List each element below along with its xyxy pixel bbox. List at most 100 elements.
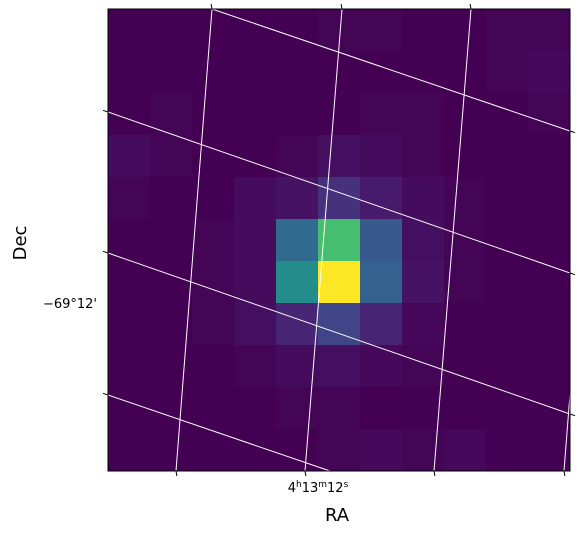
image-pixel <box>276 177 319 220</box>
image-pixel <box>192 387 235 430</box>
image-pixel <box>402 303 445 346</box>
ra-tick <box>563 470 566 477</box>
image-pixel <box>108 303 151 346</box>
image-pixel <box>444 303 487 346</box>
image-pixel <box>528 51 570 94</box>
image-pixel <box>108 261 151 304</box>
ra-tick-label: 4h13m12s <box>288 480 349 496</box>
image-pixel <box>150 303 193 346</box>
image-pixel <box>528 345 570 388</box>
image-pixel <box>234 387 277 430</box>
image-pixel <box>444 387 487 430</box>
image-pixel <box>486 219 529 262</box>
image-pixel <box>402 219 445 262</box>
image-pixel <box>192 177 235 220</box>
image-pixel <box>150 9 193 52</box>
image-pixel <box>276 93 319 136</box>
image-pixel <box>108 219 151 262</box>
y-axis-label: Dec <box>10 226 31 261</box>
image-pixel <box>276 135 319 178</box>
image-pixel <box>150 261 193 304</box>
image-pixels <box>108 9 570 471</box>
image-pixel <box>276 345 319 388</box>
image-pixel <box>360 93 403 136</box>
dec-tick <box>569 272 576 276</box>
image-pixel <box>402 345 445 388</box>
image-pixel <box>276 429 319 471</box>
ra-tick <box>340 3 343 10</box>
image-pixel <box>150 177 193 220</box>
image-pixel <box>360 303 403 346</box>
image-pixel <box>528 429 570 471</box>
image-pixel <box>108 135 151 178</box>
ra-tick <box>304 470 307 477</box>
image-pixel <box>234 345 277 388</box>
dec-grid-line <box>108 394 331 471</box>
image-pixel <box>318 135 361 178</box>
coordinate-grid <box>108 9 570 471</box>
image-pixel <box>444 345 487 388</box>
image-pixel <box>108 51 151 94</box>
image-pixel <box>402 177 445 220</box>
ra-grid-line <box>433 9 472 471</box>
image-pixel <box>360 51 403 94</box>
image-pixel <box>360 429 403 471</box>
image-pixel <box>528 303 570 346</box>
image-pixel <box>318 345 361 388</box>
x-axis-label: RA <box>325 505 350 526</box>
ra-tick <box>469 3 472 10</box>
image-pixel <box>192 345 235 388</box>
image-pixel <box>276 219 319 262</box>
image-pixel <box>486 9 529 52</box>
image-pixel <box>444 177 487 220</box>
image-pixel <box>108 345 151 388</box>
image-pixel <box>528 387 570 430</box>
image-pixel <box>234 93 277 136</box>
image-pixel <box>276 51 319 94</box>
image-pixel <box>192 93 235 136</box>
image-pixel <box>360 219 403 262</box>
image-pixel <box>276 261 319 304</box>
image-pixel <box>318 93 361 136</box>
image-pixel <box>486 135 529 178</box>
dec-tick <box>569 413 576 417</box>
image-pixel <box>108 9 151 52</box>
image-pixel <box>108 177 151 220</box>
image-pixel <box>276 9 319 52</box>
image-pixel <box>150 135 193 178</box>
image-pixel <box>234 9 277 52</box>
image-pixel <box>444 261 487 304</box>
image-pixel <box>402 429 445 471</box>
image-pixel <box>192 135 235 178</box>
image-pixel <box>234 51 277 94</box>
image-pixel <box>318 51 361 94</box>
ra-tick <box>210 3 213 10</box>
image-pixel <box>192 261 235 304</box>
image-pixel <box>360 261 403 304</box>
image-pixel <box>192 51 235 94</box>
dec-grid-line <box>108 252 570 415</box>
image-pixel <box>360 345 403 388</box>
image-pixel <box>318 429 361 471</box>
image-pixel <box>444 51 487 94</box>
image-pixel <box>402 261 445 304</box>
image-pixel <box>318 177 361 220</box>
image-pixel <box>150 345 193 388</box>
dec-grid-line <box>108 111 570 274</box>
image-pixel <box>150 51 193 94</box>
ra-grid-line <box>304 9 343 471</box>
axis-ticks <box>102 3 576 477</box>
image-pixel <box>192 303 235 346</box>
image-pixel <box>444 219 487 262</box>
image-pixel <box>486 177 529 220</box>
image-pixel <box>150 429 193 471</box>
image-pixel <box>234 261 277 304</box>
image-pixel <box>234 177 277 220</box>
image-pixel <box>360 387 403 430</box>
image-pixel <box>402 9 445 52</box>
dec-tick-label: −69°12' <box>43 297 97 312</box>
image-pixel <box>318 387 361 430</box>
image-pixel <box>528 261 570 304</box>
